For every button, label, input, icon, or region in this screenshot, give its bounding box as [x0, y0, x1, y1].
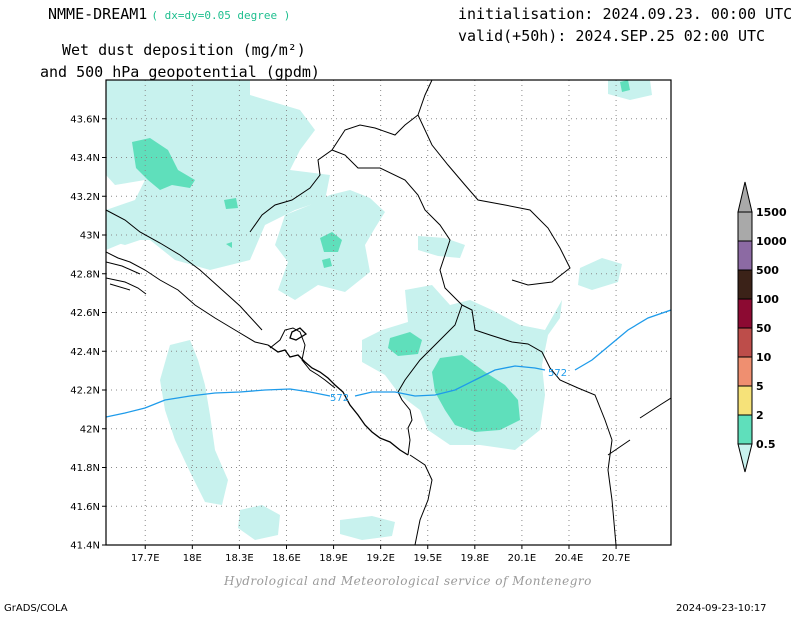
map-grid: [106, 80, 671, 545]
lon-tick-label: 18E: [183, 553, 202, 564]
dust-area-south-2: [340, 516, 395, 540]
montenegro-bosnia-border: [106, 209, 336, 389]
lat-tick-label: 42.6N: [70, 308, 100, 319]
lon-tick-label: 19.5E: [413, 553, 442, 564]
latitude-tick-labels: 41.4N 41.6N 41.8N 42N 42.2N 42.4N 42.6N 42.8N 43…: [70, 114, 106, 552]
lat-tick-label: 42N: [80, 424, 100, 435]
dust-area-teal-southeast: [432, 355, 520, 432]
dust-area-central-ridge: [350, 225, 368, 250]
kosovo-border: [331, 149, 463, 306]
lat-tick-label: 42.2N: [70, 386, 100, 397]
colorbar-segment: [737, 327, 753, 358]
lat-tick-label: 41.8N: [70, 463, 100, 474]
valid-time: valid(+50h): 2024.SEP.25 02:00 UTC: [458, 27, 766, 45]
lon-tick-label: 18.3E: [225, 553, 254, 564]
lat-tick-label: 43.4N: [70, 153, 100, 164]
lon-tick-label: 19.2E: [366, 553, 395, 564]
model-title: NMME-DREAM1( dx=dy=0.05 degree ): [48, 5, 290, 23]
lat-tick-label: 42.8N: [70, 269, 100, 280]
dust-area-east: [578, 258, 622, 290]
coastlines-and-borders: [106, 80, 671, 545]
coastline: [267, 344, 409, 456]
colorbar-segment: [737, 298, 753, 329]
variable-title-line1: Wet dust deposition (mg/m²): [62, 41, 306, 59]
dust-deposition-field: [106, 80, 652, 540]
colorbar-label: 50: [756, 322, 772, 335]
colorbar-arrow-low: [737, 443, 753, 473]
colorbar-arrow-high: [737, 181, 753, 213]
dust-area-teal-small-1: [224, 198, 238, 209]
credit-text: Hydrological and Meteorological service …: [224, 574, 592, 588]
colorbar-label: 5: [756, 380, 764, 393]
initialisation-time: initialisation: 2024.09.23. 00:00 UTC: [458, 5, 793, 23]
dust-area-teal-northeast: [620, 80, 630, 92]
contour-label-572-west: 572: [330, 393, 349, 404]
colorbar-segment: [737, 211, 753, 242]
colorbar-segment: [737, 240, 753, 271]
colorbar-label: 100: [756, 293, 779, 306]
lon-tick-label: 17.7E: [131, 553, 160, 564]
generation-timestamp: 2024-09-23-10:17: [676, 603, 767, 614]
lon-tick-label: 20.1E: [508, 553, 537, 564]
bay-of-kotor: [289, 327, 308, 341]
lat-tick-label: 42.4N: [70, 347, 100, 358]
dust-area-northwest: [106, 80, 330, 270]
geopotential-contours: [106, 309, 671, 418]
longitude-tick-labels: 17.7E 18E 18.3E 18.6E 18.9E 19.2E 19.5E 19.8E 20…: [131, 545, 630, 564]
lon-tick-label: 18.9E: [319, 553, 348, 564]
dust-area-teal-small-3: [226, 242, 232, 248]
colorbar-label: 10: [756, 351, 772, 364]
variable-title-line2: and 500 hPa geopotential (gpdm): [40, 63, 320, 81]
serbia-border: [249, 80, 571, 286]
geopotential-contour-572: [106, 309, 671, 418]
lat-tick-label: 41.6N: [70, 502, 100, 513]
contour-label-572-east: 572: [548, 368, 567, 379]
software-label: GrADS/COLA: [4, 603, 68, 614]
colorbar-segment: [737, 414, 753, 445]
colorbar-label: 500: [756, 264, 779, 277]
southern-albania-lines: [409, 397, 671, 545]
colorbar-segment: [737, 269, 753, 300]
model-resolution: ( dx=dy=0.05 degree ): [151, 9, 291, 22]
dust-area-southwest: [160, 340, 228, 505]
lat-tick-label: 41.4N: [70, 541, 100, 552]
lat-tick-label: 43N: [80, 231, 100, 242]
model-name: NMME-DREAM1: [48, 5, 148, 23]
lon-tick-label: 20.7E: [602, 553, 631, 564]
dalmatian-islands: [106, 261, 147, 295]
croatia-coast: [106, 251, 269, 346]
colorbar-segment: [737, 385, 753, 416]
lon-tick-label: 20.4E: [555, 553, 584, 564]
dust-area-south-1: [238, 505, 280, 540]
dust-area-teal-small-2: [322, 258, 332, 268]
colorbar-label: 1500: [756, 206, 787, 219]
dust-area-teal-mid: [388, 332, 422, 356]
lat-tick-label: 43.6N: [70, 114, 100, 125]
lat-tick-label: 43.2N: [70, 192, 100, 203]
albania-border: [397, 304, 631, 456]
dust-area-teal-northwest: [132, 138, 195, 190]
dust-area-east-north: [418, 236, 465, 258]
colorbar-label: 0.5: [756, 438, 776, 451]
colorbar-label: 2: [756, 409, 764, 422]
dust-area-teal-central: [320, 232, 342, 252]
colorbar-label: 1000: [756, 235, 787, 248]
colorbar-segment: [737, 356, 753, 387]
dust-area-coast: [106, 225, 140, 245]
colorbar: 0.5 2 5 10 50 100 500 1000 1500: [737, 181, 787, 473]
lon-tick-label: 19.8E: [461, 553, 490, 564]
lon-tick-label: 18.6E: [272, 553, 301, 564]
